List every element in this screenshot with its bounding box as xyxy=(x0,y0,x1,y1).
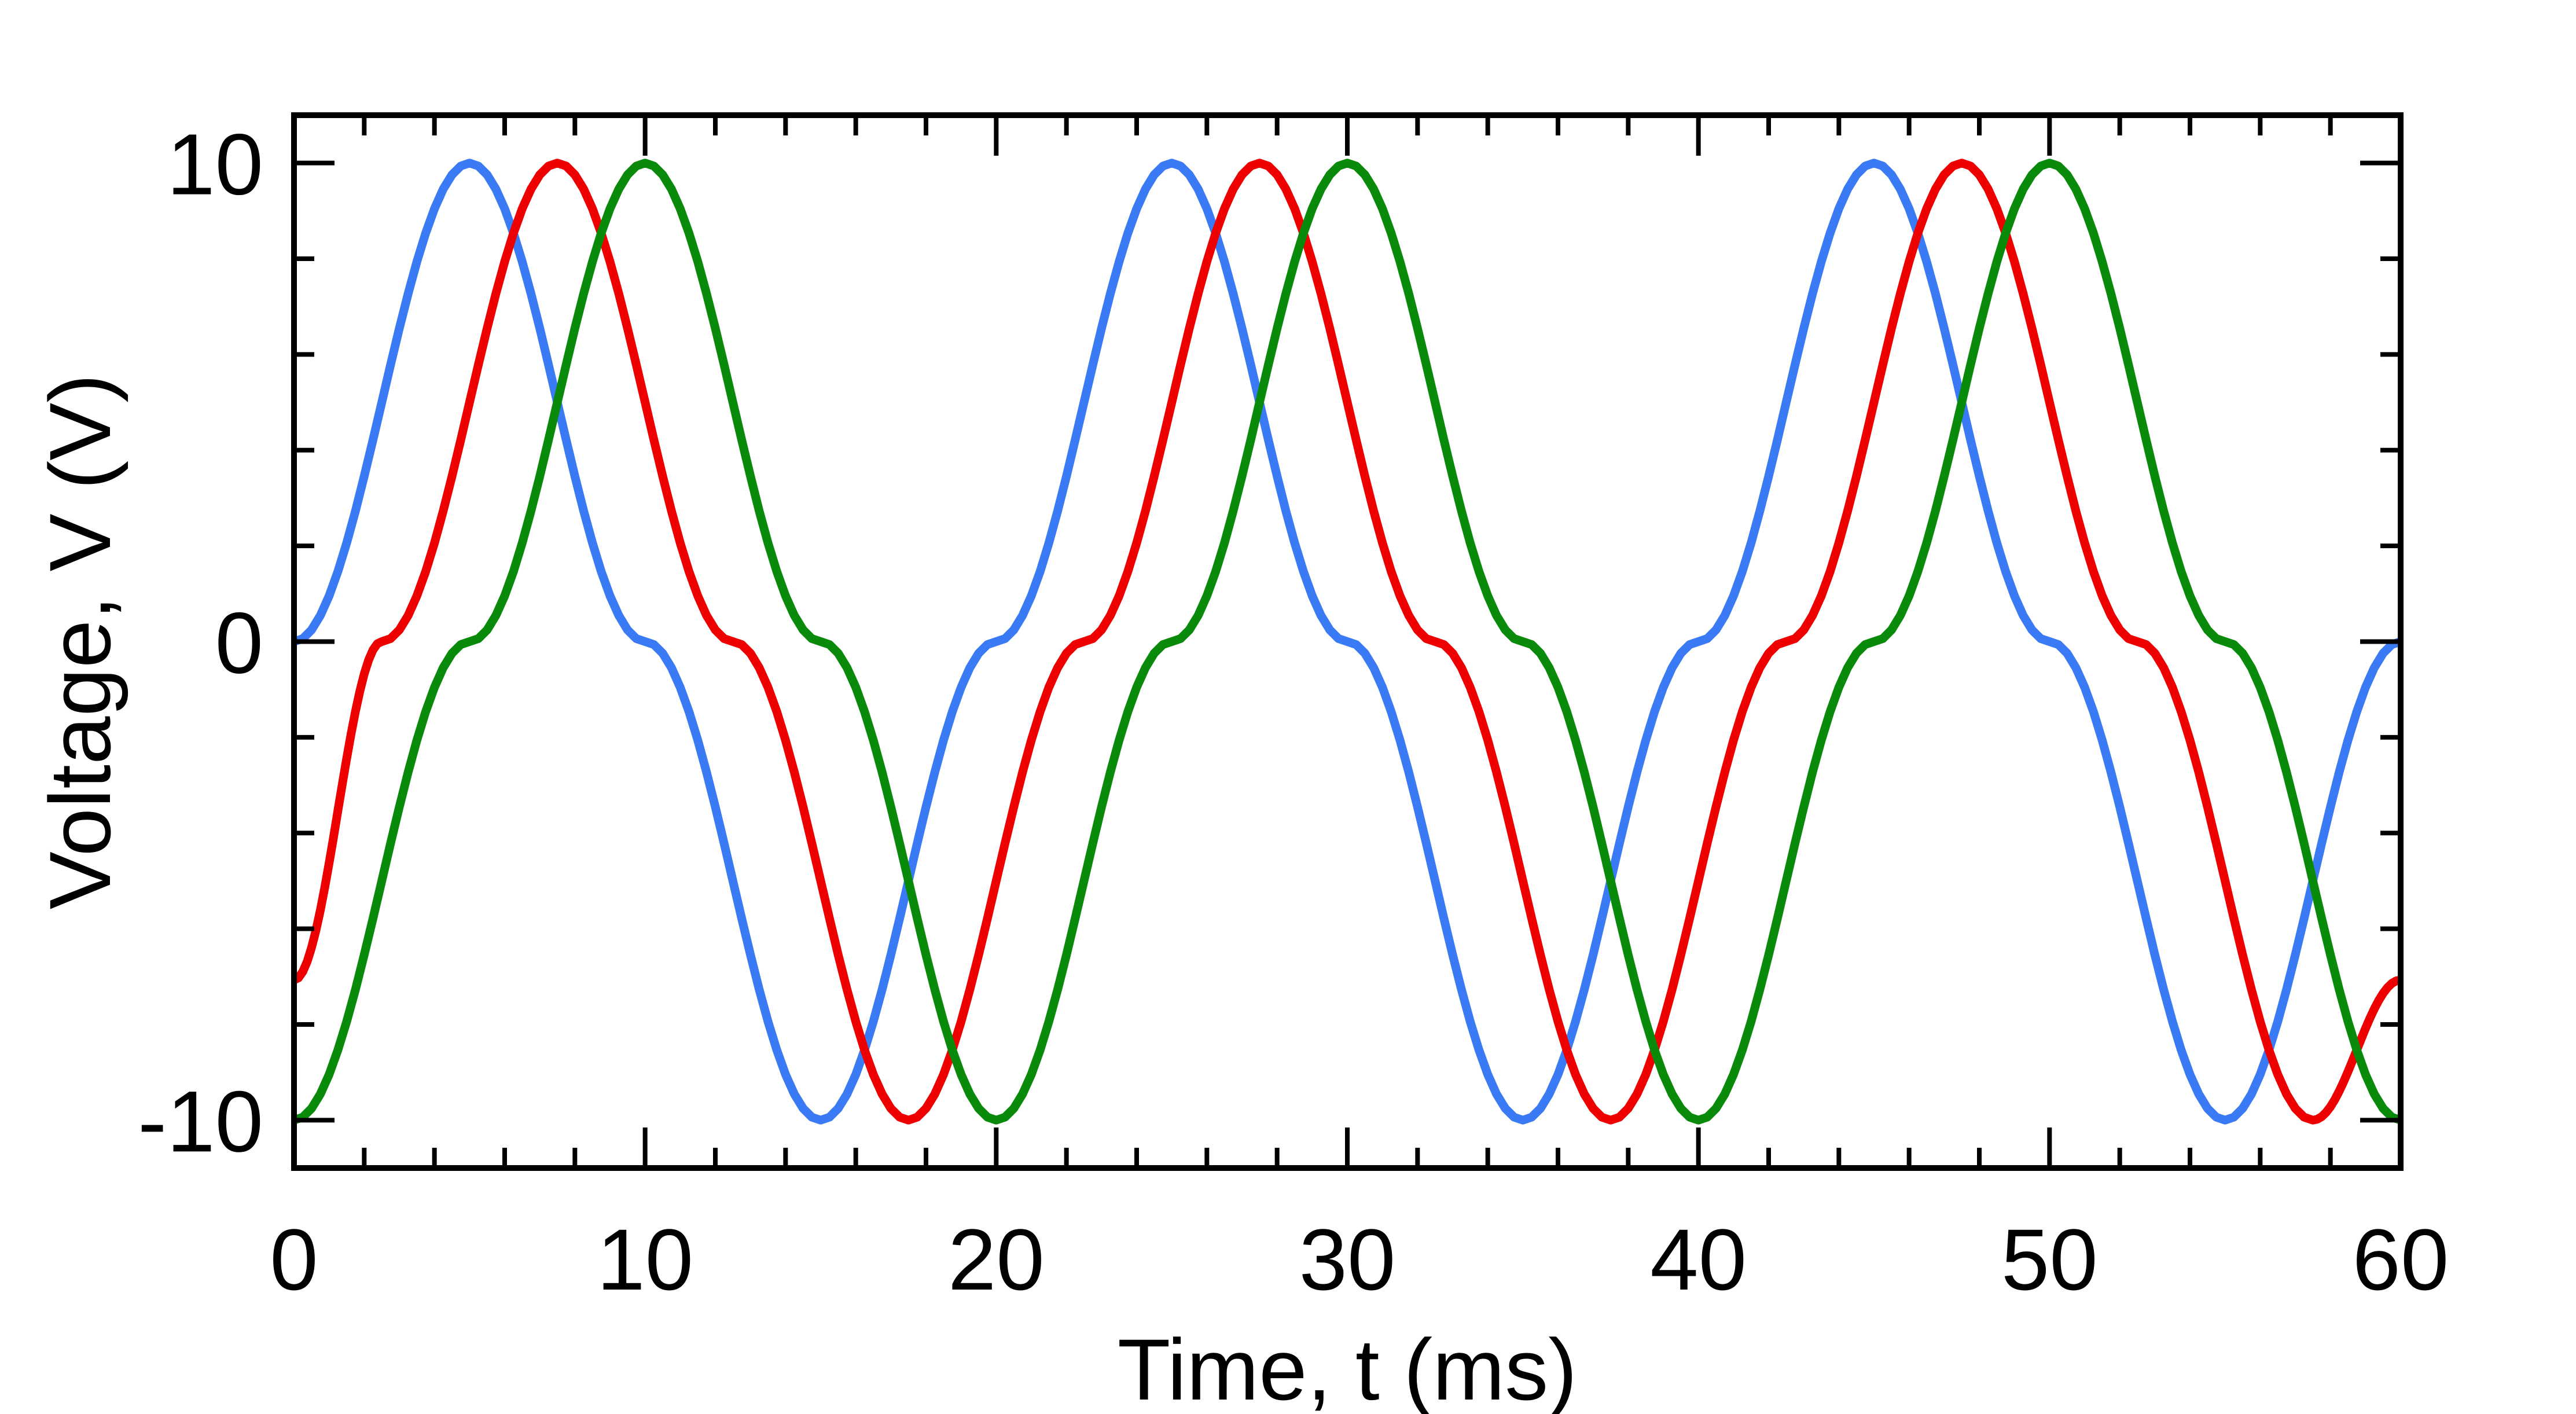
plot-frame xyxy=(291,112,2404,1171)
x-axis-label: Time, t (ms) xyxy=(1118,1321,1577,1414)
y-tick-label: -10 xyxy=(138,1073,263,1170)
series-line-2 xyxy=(292,159,2402,1125)
x-tick-label: 60 xyxy=(2353,1211,2449,1308)
y-axis-label: Voltage, V (V) xyxy=(31,374,128,910)
x-tick-label: 30 xyxy=(1299,1211,1396,1308)
x-tick-label: 50 xyxy=(2001,1211,2098,1308)
series-layer xyxy=(292,159,2402,1125)
y-tick-labels: -10 0 10 xyxy=(138,116,263,1170)
ticks-layer xyxy=(292,115,2403,1168)
series-line-3 xyxy=(292,159,2402,1125)
y-tick-label: 10 xyxy=(167,116,263,213)
series-line-1 xyxy=(292,159,2402,1125)
x-tick-label: 10 xyxy=(597,1211,693,1308)
x-tick-label: 40 xyxy=(1650,1211,1747,1308)
x-tick-label: 20 xyxy=(948,1211,1045,1308)
y-tick-label: 0 xyxy=(215,594,263,692)
x-tick-label: 0 xyxy=(270,1211,318,1308)
x-tick-labels: 0 10 20 30 40 50 60 xyxy=(270,1211,2449,1308)
